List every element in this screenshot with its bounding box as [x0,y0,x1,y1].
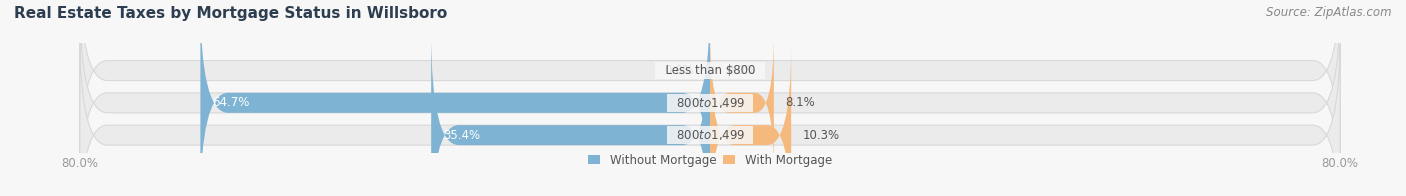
Text: 10.3%: 10.3% [803,129,841,142]
FancyBboxPatch shape [201,0,710,196]
Text: 35.4%: 35.4% [443,129,479,142]
FancyBboxPatch shape [710,45,792,196]
Text: Less than $800: Less than $800 [658,64,762,77]
Text: Source: ZipAtlas.com: Source: ZipAtlas.com [1267,6,1392,19]
FancyBboxPatch shape [710,34,773,171]
Legend: Without Mortgage, With Mortgage: Without Mortgage, With Mortgage [588,154,832,167]
FancyBboxPatch shape [80,32,1340,196]
FancyBboxPatch shape [432,32,710,196]
Text: $800 to $1,499: $800 to $1,499 [669,96,751,110]
Text: 64.7%: 64.7% [212,96,250,109]
Text: Real Estate Taxes by Mortgage Status in Willsboro: Real Estate Taxes by Mortgage Status in … [14,6,447,21]
Text: 8.1%: 8.1% [786,96,815,109]
FancyBboxPatch shape [80,0,1340,173]
Text: $800 to $1,499: $800 to $1,499 [669,128,751,142]
FancyBboxPatch shape [80,0,1340,196]
Text: 0.0%: 0.0% [665,64,695,77]
Text: 0.0%: 0.0% [725,64,755,77]
